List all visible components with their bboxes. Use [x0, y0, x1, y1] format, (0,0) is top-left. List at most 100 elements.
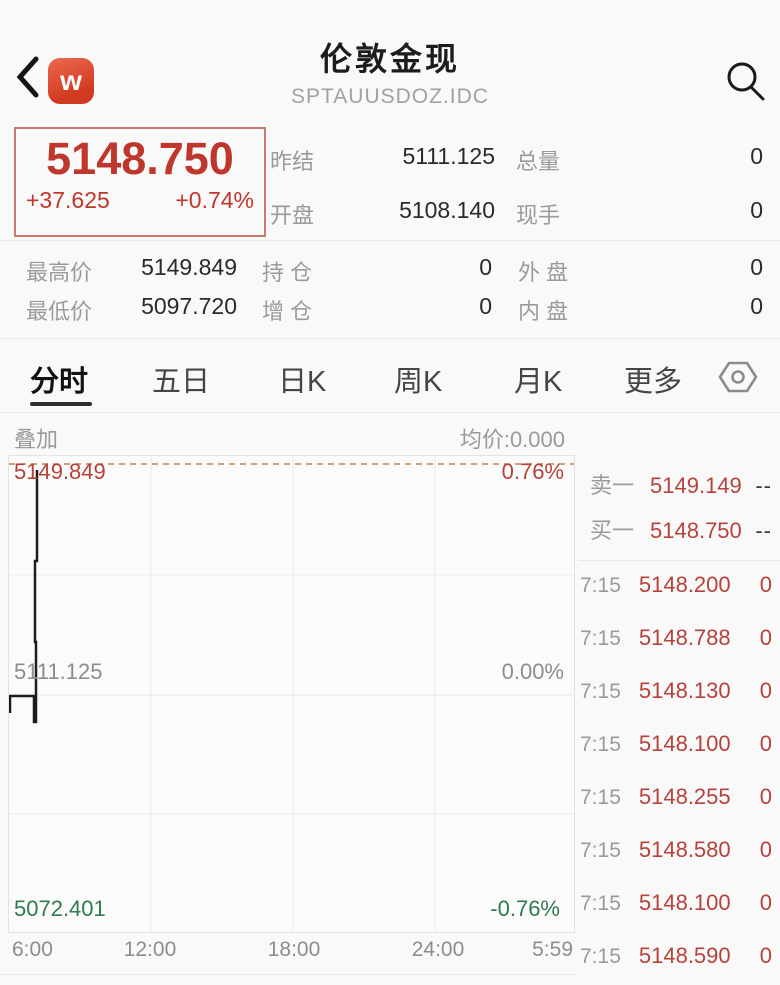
hex-nut-settings-icon [718, 361, 758, 393]
tick-price: 5148.130 [638, 678, 731, 703]
tick-row: 7:15 5148.100 0 [580, 731, 772, 757]
chart-settings-button[interactable] [718, 360, 758, 394]
bid-label: 买一 [590, 518, 635, 543]
ask-price: 5149.149 [650, 473, 742, 498]
tick-row: 7:15 5148.788 0 [580, 625, 772, 651]
minute-chart-canvas[interactable] [8, 455, 575, 933]
open-interest-label: 持 仓 [262, 260, 313, 285]
x-tick-0559: 5:59 [532, 938, 573, 961]
tick-price: 5148.255 [638, 784, 731, 809]
open-interest-value: 0 [479, 254, 492, 280]
inner-disc-label: 内 盘 [518, 299, 569, 324]
tick-list[interactable]: 7:15 5148.200 0 7:15 5148.788 0 7:15 514… [578, 560, 780, 985]
ask-row: 卖一 5149.149 -- [590, 468, 772, 500]
tick-time: 7:15 [580, 945, 621, 968]
tick-volume: 0 [759, 572, 772, 597]
tab-more[interactable]: 更多 [624, 366, 683, 398]
tick-price: 5148.100 [638, 731, 731, 756]
logo-letter: w [60, 65, 82, 96]
tick-time: 7:15 [580, 892, 621, 915]
chevron-left-icon [16, 56, 39, 98]
tick-volume: 0 [759, 784, 772, 809]
price-change: +37.625 [26, 186, 110, 213]
wind-app-logo[interactable]: w [48, 58, 94, 104]
minute-chart-svg [8, 456, 574, 932]
y-high-pct-label: 0.76% [501, 459, 564, 484]
y-mid-pct-label: 0.00% [501, 659, 564, 684]
price-change-pct: +0.74% [175, 186, 254, 213]
high-value: 5149.849 [141, 254, 237, 280]
interest-change-value: 0 [479, 293, 492, 319]
total-volume-value: 0 [750, 143, 763, 169]
search-button[interactable] [722, 58, 768, 104]
divider [0, 412, 780, 413]
outer-disc-label: 外 盘 [518, 260, 569, 285]
tick-volume: 0 [759, 890, 772, 915]
overlay-button[interactable]: 叠加 [14, 427, 59, 452]
price-trace-line [8, 470, 39, 724]
page-title: 伦敦金现 [319, 41, 460, 77]
tick-volume: 0 [759, 625, 772, 650]
tick-price: 5148.590 [638, 943, 731, 968]
tick-time: 7:15 [580, 574, 621, 597]
y-low-pct-label: -0.76% [490, 896, 560, 921]
ask-volume: -- [755, 473, 772, 498]
tab-five-day[interactable]: 五日 [152, 366, 211, 398]
x-tick-1800: 18:00 [267, 938, 321, 961]
tick-time: 7:15 [580, 839, 621, 862]
x-tick-0600: 6:00 [12, 938, 53, 961]
interest-change-label: 增 仓 [262, 299, 313, 324]
average-price-label: 均价:0.000 [459, 427, 565, 452]
inner-disc-value: 0 [750, 293, 763, 319]
tab-minute-chart[interactable]: 分时 [30, 366, 89, 398]
high-label: 最高价 [26, 260, 93, 285]
tick-time: 7:15 [580, 627, 621, 650]
divider [0, 240, 780, 241]
low-label: 最低价 [26, 299, 93, 324]
tick-price: 5148.580 [638, 837, 731, 862]
divider [0, 338, 780, 339]
current-hand-value: 0 [750, 197, 763, 223]
tick-row: 7:15 5148.590 0 [580, 943, 772, 969]
tick-time: 7:15 [580, 733, 621, 756]
last-price-box: 5148.750 +37.625 +0.74% [14, 127, 266, 237]
tick-volume: 0 [759, 731, 772, 756]
y-low-price-label: 5072.401 [14, 896, 106, 921]
tick-row: 7:15 5148.200 0 [580, 572, 772, 598]
x-tick-1200: 12:00 [123, 938, 177, 961]
divider [578, 560, 780, 561]
y-mid-price-label: 5111.125 [14, 659, 103, 684]
x-tick-2400: 24:00 [411, 938, 465, 961]
tick-volume: 0 [759, 678, 772, 703]
divider [0, 974, 575, 975]
low-value: 5097.720 [141, 293, 237, 319]
bid-price: 5148.750 [650, 518, 742, 543]
tick-row: 7:15 5148.580 0 [580, 837, 772, 863]
tick-price: 5148.788 [638, 625, 731, 650]
tab-weekly-k[interactable]: 周K [394, 366, 443, 398]
tick-price: 5148.100 [638, 890, 731, 915]
tick-price: 5148.200 [638, 572, 731, 597]
ask-label: 卖一 [590, 473, 635, 498]
tick-time: 7:15 [580, 786, 621, 809]
tick-volume: 0 [759, 837, 772, 862]
bid-volume: -- [755, 518, 772, 543]
tick-volume: 0 [759, 943, 772, 968]
search-icon [727, 62, 765, 101]
total-volume-label: 总量 [516, 149, 561, 174]
tick-time: 7:15 [580, 680, 621, 703]
tick-row: 7:15 5148.100 0 [580, 890, 772, 916]
last-price: 5148.750 [46, 133, 234, 184]
prev-close-label: 昨结 [270, 149, 315, 174]
bid-row: 买一 5148.750 -- [590, 513, 772, 545]
active-tab-underline [30, 402, 92, 406]
tab-monthly-k[interactable]: 月K [514, 366, 563, 398]
prev-close-value: 5111.125 [402, 143, 495, 169]
instrument-code: SPTAUUSDOZ.IDC [291, 85, 489, 108]
current-hand-label: 现手 [516, 203, 561, 228]
open-value: 5108.140 [399, 197, 495, 223]
tab-daily-k[interactable]: 日K [278, 366, 327, 398]
tick-row: 7:15 5148.255 0 [580, 784, 772, 810]
outer-disc-value: 0 [750, 254, 763, 280]
back-button[interactable] [12, 54, 46, 100]
